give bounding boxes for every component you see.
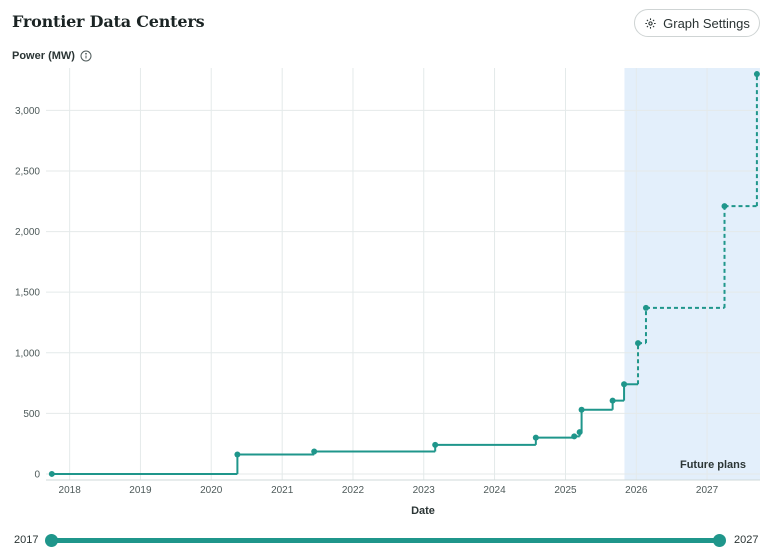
y-tick-label: 2,500: [15, 167, 40, 178]
graph-settings-button[interactable]: Graph Settings: [634, 9, 760, 37]
x-tick-label: 2019: [129, 485, 152, 496]
x-tick-label: 2020: [200, 485, 223, 496]
x-tick-label: 2026: [625, 485, 648, 496]
x-tick-label: 2027: [696, 485, 719, 496]
data-point: [532, 434, 539, 441]
data-point: [432, 441, 439, 448]
future-plans-label: Future plans: [680, 459, 746, 471]
info-icon[interactable]: [80, 50, 92, 62]
future-plans-region: [624, 68, 760, 480]
y-tick-label: 1,000: [15, 348, 40, 359]
data-point: [48, 470, 55, 477]
y-tick-label: 2,000: [15, 227, 40, 238]
data-point: [576, 429, 583, 436]
y-tick-label: 500: [23, 409, 40, 420]
x-tick-label: 2024: [483, 485, 506, 496]
data-point: [234, 451, 241, 458]
data-point: [578, 406, 585, 413]
gear-icon: [645, 17, 656, 29]
x-tick-label: 2022: [342, 485, 365, 496]
x-tick-label: 2021: [271, 485, 294, 496]
data-point: [571, 433, 578, 440]
y-tick-label: 0: [34, 469, 40, 480]
data-point: [609, 397, 616, 404]
power-chart: 0 500 1,000 1,500 2,000 2,500 3,000 2018 2019 202…: [15, 68, 760, 517]
data-point: [753, 71, 760, 78]
y-tick-label: 3,000: [15, 106, 40, 117]
data-point: [311, 448, 318, 455]
graph-settings-label: Graph Settings: [663, 15, 750, 31]
x-tick-label: 2025: [554, 485, 577, 496]
data-point: [635, 340, 642, 347]
data-point: [642, 304, 649, 311]
y-axis-title: Power (MW): [12, 50, 75, 62]
x-tick-label: 2023: [413, 485, 436, 496]
range-max-label: 2027: [734, 534, 759, 546]
range-slider-handle-start[interactable]: [45, 534, 58, 547]
page-title: Frontier Data Centers: [12, 12, 205, 31]
data-point: [721, 203, 728, 210]
y-axis-title-row: Power (MW): [12, 50, 92, 62]
range-slider-track[interactable]: [50, 538, 720, 543]
range-slider-handle-end[interactable]: [713, 534, 726, 547]
data-point: [621, 381, 628, 388]
x-axis-title: Date: [411, 505, 435, 517]
range-min-label: 2017: [14, 534, 39, 546]
x-tick-label: 2018: [59, 485, 82, 496]
y-tick-label: 1,500: [15, 288, 40, 299]
